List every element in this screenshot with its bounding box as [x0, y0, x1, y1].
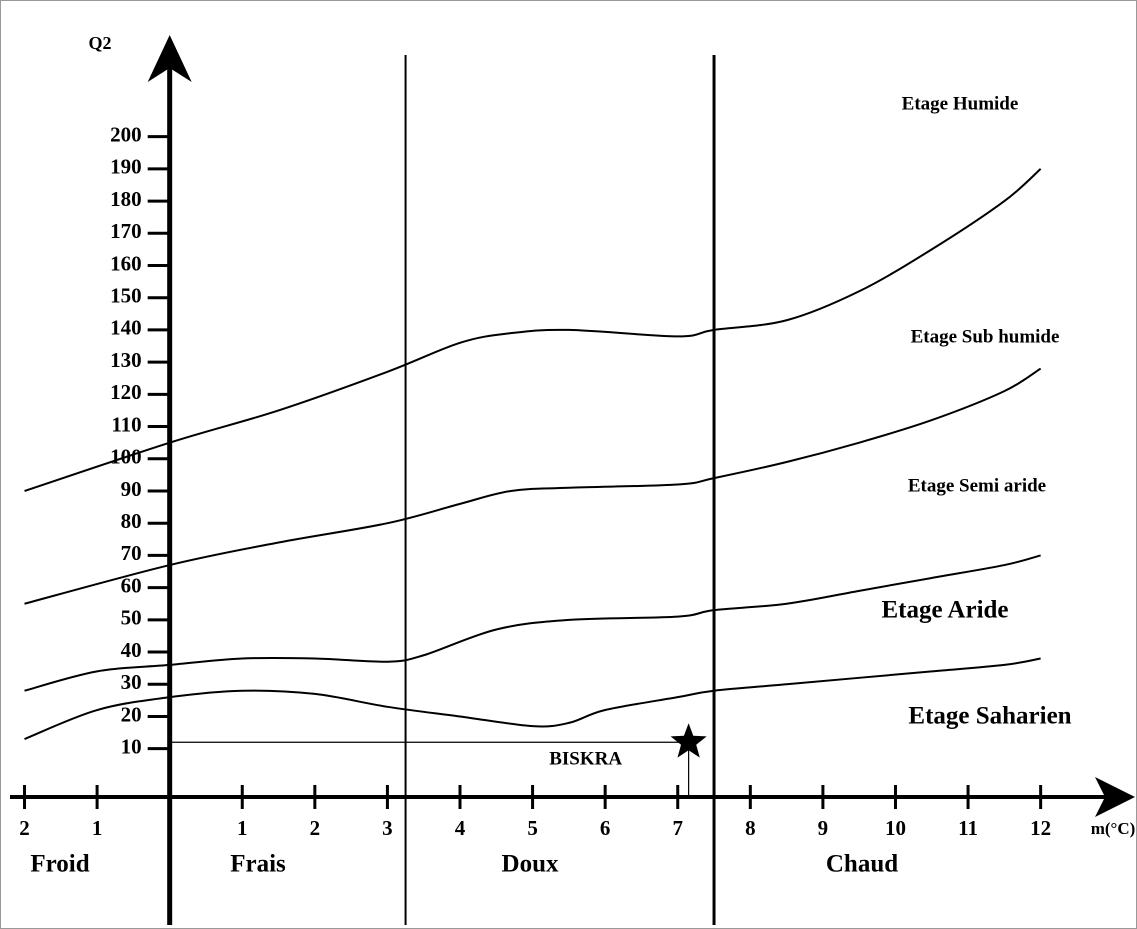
y-tick-label: 160: [110, 251, 142, 275]
x-tick-label: 11: [958, 816, 978, 840]
y-axis-arrow: [147, 35, 192, 82]
y-tick-label: 120: [110, 380, 142, 404]
y-axis-label: Q2: [88, 33, 111, 53]
y-tick-label: 110: [111, 412, 141, 436]
y-tick-label: 200: [110, 122, 142, 146]
stage-label: Etage Saharien: [908, 703, 1071, 730]
x-axis-arrow: [1095, 777, 1135, 817]
stage-label: Etage Sub humide: [911, 326, 1060, 347]
zone-label: Froid: [30, 851, 89, 878]
stage-label: Etage Semi aride: [908, 475, 1046, 496]
curve: [24, 367, 1042, 605]
curve: [24, 554, 1041, 692]
y-tick-label: 90: [121, 477, 142, 501]
y-tick-label: 30: [121, 670, 142, 694]
zone-label: Frais: [230, 851, 286, 878]
y-tick-label: 20: [121, 702, 142, 726]
point-label: BISKRA: [549, 748, 622, 769]
y-tick-label: 50: [121, 606, 142, 630]
x-tick-label: 2: [19, 816, 30, 840]
stage-label: Etage Aride: [881, 597, 1008, 624]
x-tick-label: 4: [455, 816, 466, 840]
curve: [24, 657, 1041, 740]
y-tick-label: 40: [121, 638, 142, 662]
zone-label: Doux: [502, 851, 559, 878]
y-tick-label: 190: [110, 155, 142, 179]
x-tick-label: 7: [672, 816, 683, 840]
y-tick-label: 170: [110, 219, 142, 243]
x-axis-label: m(°C): [1091, 819, 1136, 838]
stage-label: Etage Humide: [902, 93, 1019, 114]
x-tick-label: 1: [92, 816, 103, 840]
y-tick-label: 130: [110, 348, 142, 372]
y-tick-label: 140: [110, 316, 142, 340]
x-tick-label: 2: [310, 816, 321, 840]
x-tick-label: 8: [745, 816, 756, 840]
zone-label: Chaud: [826, 851, 898, 878]
x-tick-label: 3: [382, 816, 393, 840]
y-tick-label: 150: [110, 284, 142, 308]
x-tick-label: 6: [600, 816, 611, 840]
x-tick-label: 1: [237, 816, 248, 840]
y-tick-label: 60: [121, 573, 142, 597]
y-tick-label: 180: [110, 187, 142, 211]
point-marker: [670, 723, 707, 758]
x-tick-label: 9: [818, 816, 829, 840]
curve: [24, 168, 1042, 492]
y-tick-label: 70: [121, 541, 142, 565]
y-tick-label: 10: [121, 734, 142, 758]
x-tick-label: 10: [885, 816, 906, 840]
x-tick-label: 12: [1030, 816, 1051, 840]
x-tick-label: 5: [527, 816, 538, 840]
y-tick-label: 80: [121, 509, 142, 533]
